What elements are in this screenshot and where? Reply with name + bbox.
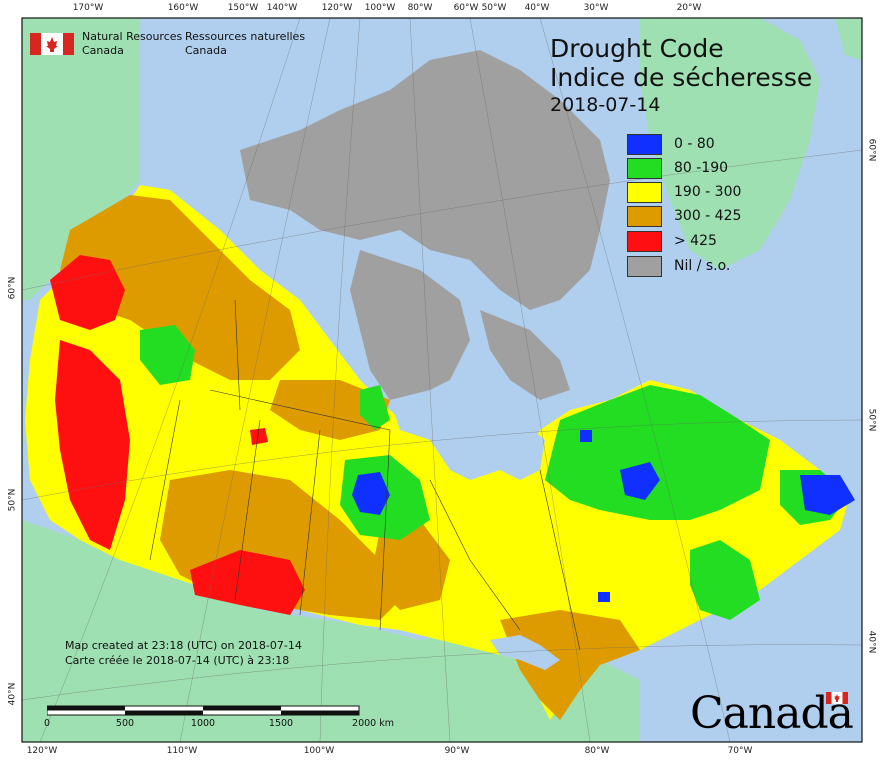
tick-label: 60°N xyxy=(7,276,18,300)
tick-label: 50°N xyxy=(7,488,18,512)
nrcan-fr-line1: Ressources naturelles xyxy=(185,30,306,43)
legend-label: Nil / s.o. xyxy=(674,258,731,274)
tick-label: 60°W xyxy=(453,3,479,13)
credit-en: Map created at 23:18 (UTC) on 2018-07-14 xyxy=(65,639,302,652)
green-maritimes xyxy=(690,540,760,620)
tick-label: 110°W xyxy=(166,746,198,756)
nrcan-en-line2: Canada xyxy=(82,44,124,57)
tick-label: 120°W xyxy=(26,746,58,756)
map-title: Drought Code Indice de sécheresse 2018-0… xyxy=(550,34,812,118)
tick-label: 60°N xyxy=(866,138,877,162)
alaska-land xyxy=(22,18,140,300)
tick-label: 40°N xyxy=(7,682,18,706)
scale-bar: 0 500 1000 1500 2000 km xyxy=(43,704,394,732)
legend-swatch xyxy=(627,256,662,277)
title-en: Drought Code xyxy=(550,34,724,63)
legend-swatch xyxy=(627,182,662,203)
tick-label: 150°W xyxy=(227,3,259,13)
scale-label: 2000 km xyxy=(352,718,394,729)
map-credit: Map created at 23:18 (UTC) on 2018-07-14… xyxy=(65,638,302,668)
tick-label: 80°W xyxy=(407,3,433,13)
scale-label: 1000 xyxy=(190,718,216,729)
iceland-land xyxy=(835,18,862,60)
blue-small-2 xyxy=(598,592,610,602)
legend-swatch xyxy=(627,158,662,179)
great-lakes xyxy=(490,635,560,670)
legend-item: 300 - 425 xyxy=(627,206,807,227)
green-nwt xyxy=(360,385,390,430)
scale-bar-graphic xyxy=(46,705,360,716)
credit-fr: Carte créée le 2018-07-14 (UTC) à 23:18 xyxy=(65,654,290,667)
legend-label: 300 - 425 xyxy=(674,208,742,224)
orange-west xyxy=(60,195,300,380)
red-bc-coast xyxy=(55,340,130,550)
tick-label: 160°W xyxy=(167,3,199,13)
tick-label: 170°W xyxy=(72,3,104,13)
legend-item: 0 - 80 xyxy=(627,134,807,155)
us-land xyxy=(22,520,640,742)
tick-label: 50°W xyxy=(481,3,507,13)
legend-swatch xyxy=(627,206,662,227)
scale-label: 0 xyxy=(43,718,51,729)
title-fr: Indice de sécheresse xyxy=(550,63,813,92)
map-border xyxy=(21,17,863,743)
tick-label: 30°W xyxy=(583,3,609,13)
legend-label: 0 - 80 xyxy=(674,136,715,152)
canada-flag-icon xyxy=(30,33,74,55)
tick-label: 50°N xyxy=(866,408,877,432)
tick-label: 90°W xyxy=(444,746,470,756)
legend-label: 190 - 300 xyxy=(674,184,742,200)
tick-label: 80°W xyxy=(584,746,610,756)
tick-label: 100°W xyxy=(303,746,335,756)
blue-labrador xyxy=(800,475,855,515)
legend-item: 80 -190 xyxy=(627,158,807,179)
tick-label: 40°N xyxy=(866,630,877,654)
red-prairies xyxy=(190,550,305,615)
tick-label: 120°W xyxy=(321,3,353,13)
legend-item: Nil / s.o. xyxy=(627,256,807,277)
legend-label: 80 -190 xyxy=(674,160,729,176)
legend-label: > 425 xyxy=(674,233,717,249)
red-bc-north xyxy=(50,255,125,330)
tick-label: 70°W xyxy=(727,746,753,756)
arctic-islands xyxy=(240,50,610,310)
blue-small-1 xyxy=(580,430,592,442)
tick-label: 20°W xyxy=(676,3,702,13)
orange-quebec xyxy=(370,520,450,610)
legend-swatch xyxy=(627,134,662,155)
tick-label: 40°W xyxy=(524,3,550,13)
canada-wordmark: Canada xyxy=(690,688,854,739)
provincial-borders xyxy=(149,299,581,651)
nrcan-en-line1: Natural Resources xyxy=(82,30,183,43)
nrcan-fr-line2: Canada xyxy=(185,44,227,57)
scale-label: 500 xyxy=(115,718,135,729)
canada-flag-icon xyxy=(826,692,848,704)
legend-item: 190 - 300 xyxy=(627,182,807,203)
arctic-islands-2 xyxy=(350,250,470,400)
blue-hudson xyxy=(352,472,390,515)
scale-label: 1500 xyxy=(268,718,294,729)
hudson-bay xyxy=(390,390,545,480)
blue-quebec xyxy=(620,462,660,500)
tick-label: 100°W xyxy=(364,3,396,13)
green-quebec xyxy=(545,385,770,520)
baffin-south xyxy=(480,310,570,400)
greenland-land xyxy=(640,18,820,270)
title-date: 2018-07-14 xyxy=(550,94,661,116)
legend-item: > 425 xyxy=(627,231,807,252)
red-small xyxy=(250,428,268,445)
tick-label: 140°W xyxy=(266,3,298,13)
legend-swatch xyxy=(627,231,662,252)
orange-ontario xyxy=(500,610,640,720)
